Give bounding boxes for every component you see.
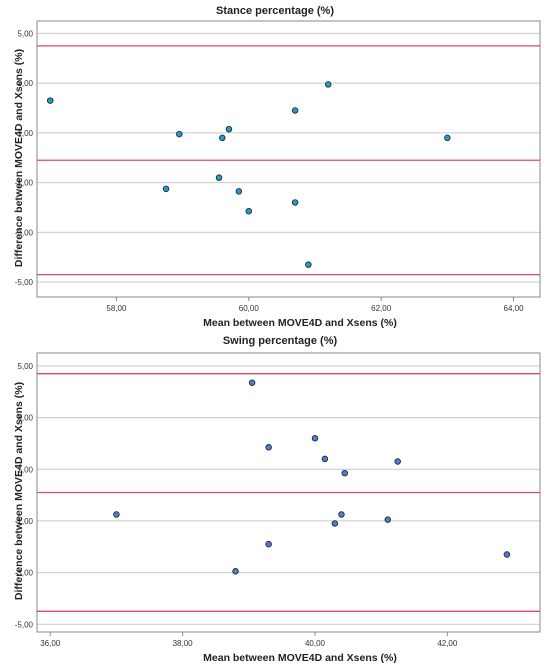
y-tick-label: -3,00 [15, 228, 34, 237]
data-point [265, 540, 272, 548]
x-tick-label: 62,00 [371, 304, 392, 313]
y-tick-label: 3,00 [17, 414, 33, 423]
chart-title: Stance percentage (%) [216, 5, 334, 17]
data-point [444, 134, 451, 142]
x-axis-label: Mean between MOVE4D and Xsens (%) [203, 317, 397, 329]
data-point [162, 185, 170, 193]
data-point [503, 551, 511, 558]
data-point [245, 207, 253, 215]
x-tick-label: 42,00 [437, 639, 458, 648]
stance-chart-panel: Stance percentage (%) 5,00 3,00 1,00 -1,00 -… [0, 0, 550, 333]
data-point [215, 174, 223, 181]
y-tick-label: -1,00 [15, 517, 34, 526]
x-tick-label: 58,00 [106, 304, 127, 313]
data-point [341, 469, 349, 477]
x-axis-label: Mean between MOVE4D and Xsens (%) [203, 652, 397, 664]
data-point [338, 511, 345, 518]
data-point [235, 188, 243, 195]
stance-chart: Stance percentage (%) 5,00 3,00 1,00 -1,00 -… [13, 5, 541, 329]
plot-frame [36, 20, 541, 298]
data-point [305, 261, 312, 268]
y-tick-label: 3,00 [17, 79, 33, 88]
y-tick-label: -1,00 [15, 179, 34, 188]
data-point [311, 434, 319, 442]
plot-area: 5,00 3,00 1,00 -1,00 -3,00 -5,00 36,00 38,00 40,… [15, 352, 541, 648]
x-tick-label: 60,00 [239, 304, 260, 313]
data-point [232, 568, 239, 575]
data-point [265, 444, 272, 451]
plot-area: 5,00 3,00 1,00 -1,00 -3,00 -5,00 58,00 60,00 62,… [15, 20, 541, 313]
x-tick-label: 36,00 [40, 639, 61, 648]
data-point [331, 520, 339, 527]
x-tick-label: 64,00 [504, 304, 525, 313]
data-point [291, 107, 299, 114]
y-tick-label: 5,00 [17, 29, 33, 38]
y-tick-label: 1,00 [17, 465, 33, 474]
y-tick-label: -5,00 [15, 620, 34, 629]
swing-chart: Swing percentage (%) 5,00 3,00 1,00 -1,00 -3… [13, 335, 541, 664]
data-point [113, 511, 120, 518]
data-point [248, 379, 256, 386]
y-tick-label: -3,00 [15, 569, 34, 578]
chart-title: Swing percentage (%) [223, 335, 338, 347]
y-axis-label: Difference between MOVE4D and Xsens (%) [13, 382, 25, 600]
data-point [321, 455, 329, 463]
data-point [291, 199, 299, 206]
y-axis-label: Difference between MOVE4D and Xsens (%) [13, 49, 25, 267]
y-tick-label: -5,00 [15, 278, 34, 287]
swing-chart-panel: Swing percentage (%) 5,00 3,00 1,00 -1,00 -3… [0, 333, 550, 667]
x-tick-label: 40,00 [305, 639, 326, 648]
data-point [176, 130, 183, 138]
data-point [324, 81, 332, 88]
data-point [46, 97, 54, 104]
data-point [384, 516, 392, 523]
data-point [219, 134, 226, 142]
y-tick-label: 5,00 [17, 362, 33, 371]
y-tick-label: 1,00 [17, 129, 33, 138]
data-point [225, 125, 233, 133]
data-point [394, 458, 401, 465]
x-tick-label: 38,00 [173, 639, 194, 648]
